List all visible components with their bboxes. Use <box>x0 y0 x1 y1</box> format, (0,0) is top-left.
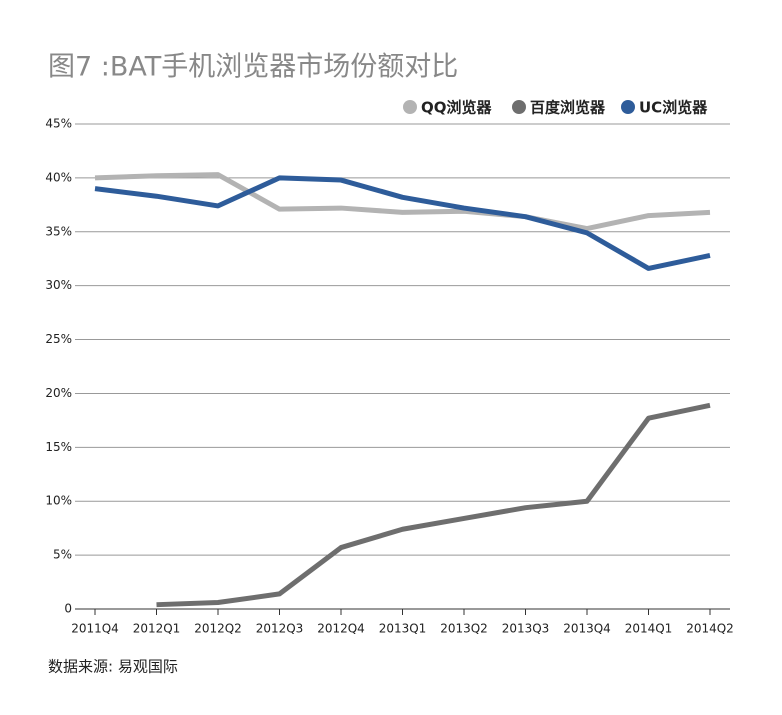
legend-label: 百度浏览器 <box>530 99 606 117</box>
legend-marker <box>403 100 417 114</box>
y-tick-label: 30% <box>45 278 72 292</box>
x-tick-label: 2014Q1 <box>625 622 673 636</box>
y-tick-label: 15% <box>45 440 72 454</box>
legend-marker <box>512 100 526 114</box>
x-tick-label: 2012Q2 <box>194 622 242 636</box>
chart-title: 图7 :BAT手机浏览器市场份额对比 <box>48 52 458 83</box>
y-tick-label: 5% <box>53 548 72 562</box>
legend-label: UC浏览器 <box>639 99 708 117</box>
series-line <box>156 402 711 608</box>
series-line <box>94 172 711 232</box>
x-tick-label: 2014Q2 <box>686 622 734 636</box>
x-tick-label: 2012Q1 <box>133 622 181 636</box>
x-tick-label: 2012Q4 <box>317 622 365 636</box>
x-tick-label: 2013Q2 <box>440 622 488 636</box>
x-tick-label: 2013Q3 <box>502 622 550 636</box>
legend-label: QQ浏览器 <box>421 99 493 117</box>
y-tick-label: 40% <box>45 170 72 184</box>
y-tick-label: 35% <box>45 224 72 238</box>
y-tick-label: 20% <box>45 386 72 400</box>
x-tick-label: 2011Q4 <box>71 622 119 636</box>
x-tick-label: 2013Q4 <box>563 622 611 636</box>
x-tick-label: 2013Q1 <box>379 622 427 636</box>
y-tick-label: 0 <box>64 602 72 616</box>
y-tick-label: 45% <box>45 117 72 131</box>
legend-marker <box>621 100 635 114</box>
source-note: 数据来源: 易观国际 <box>48 658 178 676</box>
y-tick-label: 25% <box>45 332 72 346</box>
series-line <box>94 175 711 271</box>
y-tick-label: 10% <box>45 494 72 508</box>
x-tick-label: 2012Q3 <box>256 622 304 636</box>
